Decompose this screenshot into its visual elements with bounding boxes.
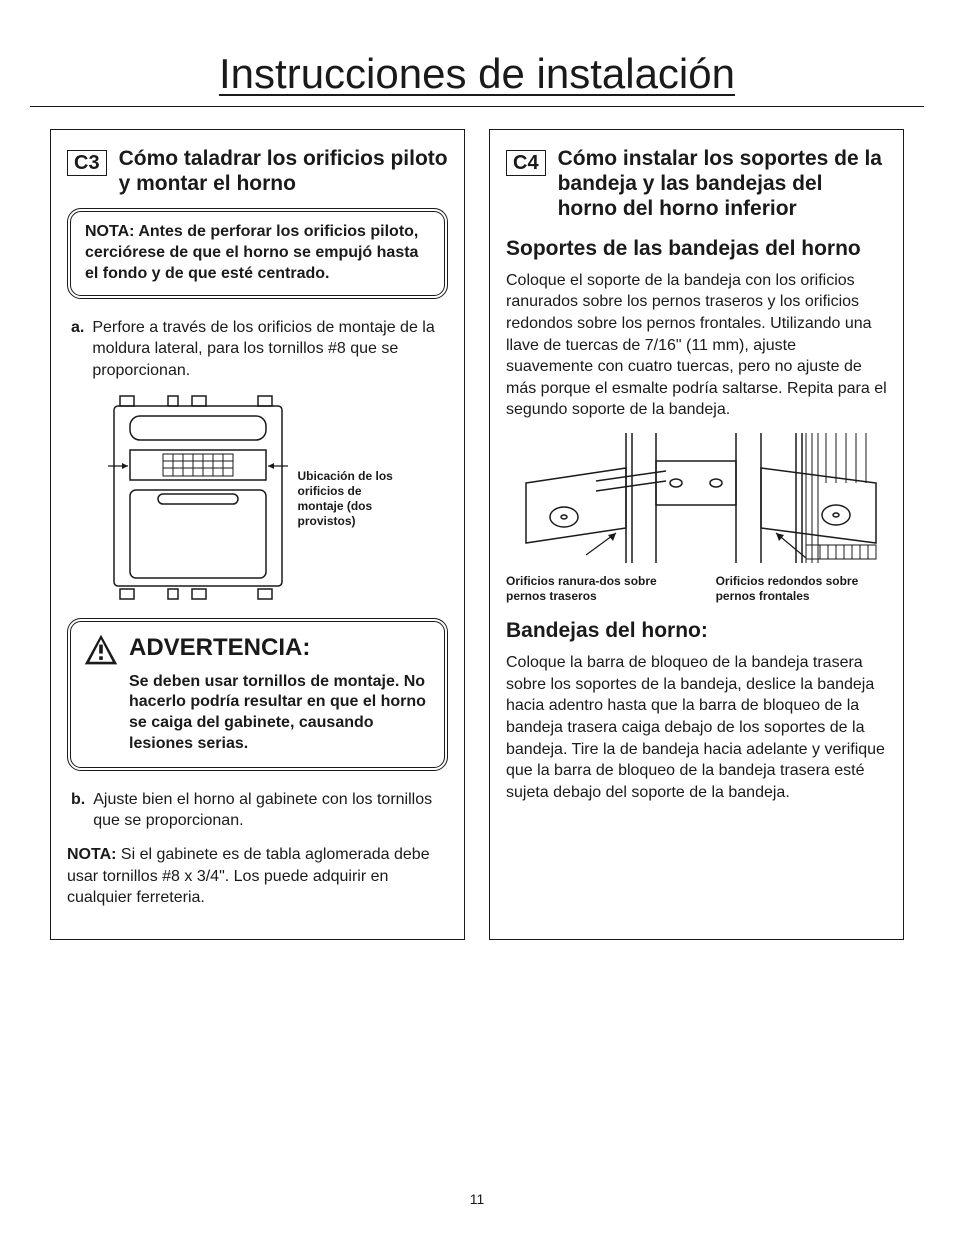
figure-rack-captions: Orificios ranura-dos sobre pernos traser… [506,574,887,604]
warning-icon [83,632,119,668]
figure-oven-caption: Ubicación de los orificios de montaje (d… [298,469,408,529]
page-number: 11 [0,1191,954,1207]
step-b-text: Ajuste bien el horno al gabinete con los… [93,789,448,832]
step-a-text: Perfore a través de los orificios de mon… [92,317,448,382]
warning-title: ADVERTENCIA: [129,636,310,660]
page-title: Instrucciones de instalación [50,50,904,98]
step-a: a. Perfore a través de los orificios de … [71,317,448,382]
columns: C3 Cómo taladrar los orificios piloto y … [50,129,904,940]
step-a-marker: a. [71,317,84,382]
nota2-text: Si el gabinete es de tabla aglomerada de… [67,846,430,906]
note-box-c3: NOTA: Antes de perforar los orificios pi… [67,208,448,298]
step-b-marker: b. [71,789,85,832]
step-title-c3: Cómo taladrar los orificios piloto y mon… [119,146,448,196]
step-code-c3: C3 [67,150,107,176]
figure-rack-support: Orificios ranura-dos sobre pernos traser… [506,433,887,604]
warning-box: ADVERTENCIA: Se deben usar tornillos de … [67,618,448,771]
subheading-bandejas: Bandejas del horno: [506,618,887,644]
paragraph-bandejas: Coloque la barra de bloqueo de la bandej… [506,652,887,803]
page: Instrucciones de instalación C3 Cómo tal… [0,0,954,1235]
figure-rack-caption-left: Orificios ranura-dos sobre pernos traser… [506,574,677,604]
subheading-soportes: Soportes de las bandejas del horno [506,236,887,262]
figure-rack-caption-right: Orificios redondos sobre pernos frontale… [716,574,887,604]
oven-front-illustration [108,394,288,604]
step-header-c4: C4 Cómo instalar los soportes de la band… [506,146,887,222]
step-code-c4: C4 [506,150,546,176]
rack-support-illustration [506,433,886,563]
step-b: b. Ajuste bien el horno al gabinete con … [71,789,448,832]
figure-oven-front: Ubicación de los orificios de montaje (d… [67,394,448,604]
panel-c4: C4 Cómo instalar los soportes de la band… [489,129,904,940]
title-rule [30,106,924,107]
warning-header: ADVERTENCIA: [83,632,432,668]
panel-c3: C3 Cómo taladrar los orificios piloto y … [50,129,465,940]
note-text-c3: NOTA: Antes de perforar los orificios pi… [85,222,430,284]
nota2-label: NOTA: [67,846,116,863]
nota2: NOTA: Si el gabinete es de tabla aglomer… [67,844,448,909]
step-title-c4: Cómo instalar los soportes de la bandeja… [558,146,887,222]
step-header-c3: C3 Cómo taladrar los orificios piloto y … [67,146,448,196]
warning-body: Se deben usar tornillos de montaje. No h… [129,672,432,755]
paragraph-soportes: Coloque el soporte de la bandeja con los… [506,270,887,421]
